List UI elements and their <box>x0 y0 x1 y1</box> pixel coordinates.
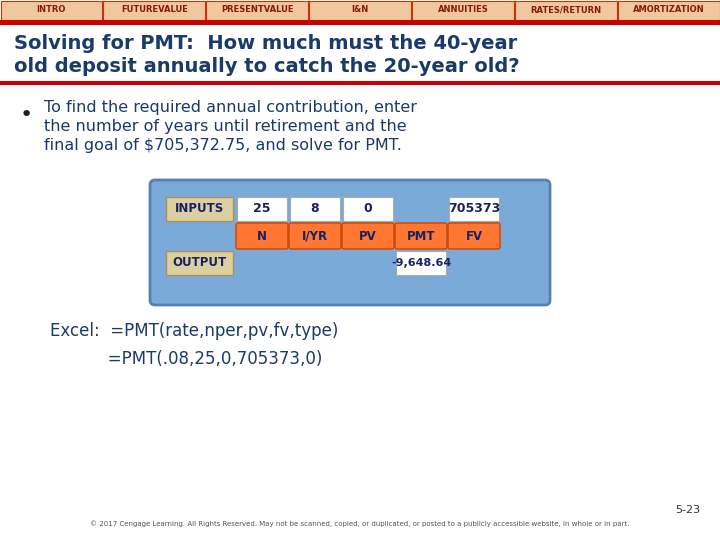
Text: FV: FV <box>465 230 482 242</box>
FancyBboxPatch shape <box>104 1 205 19</box>
FancyBboxPatch shape <box>309 1 411 19</box>
FancyBboxPatch shape <box>396 251 446 275</box>
Text: N: N <box>257 230 267 242</box>
Text: PMT: PMT <box>407 230 436 242</box>
Text: 705373: 705373 <box>448 202 500 215</box>
FancyBboxPatch shape <box>237 197 287 221</box>
Text: © 2017 Cengage Learning. All Rights Reserved. May not be scanned, copied, or dup: © 2017 Cengage Learning. All Rights Rese… <box>90 520 630 526</box>
FancyBboxPatch shape <box>0 81 720 85</box>
Text: 5-23: 5-23 <box>675 505 700 515</box>
Text: ANNUITIES: ANNUITIES <box>438 5 488 15</box>
FancyBboxPatch shape <box>515 1 616 19</box>
FancyBboxPatch shape <box>0 20 720 25</box>
Text: Excel:  =PMT(rate,nper,pv,fv,type): Excel: =PMT(rate,nper,pv,fv,type) <box>50 322 338 340</box>
FancyBboxPatch shape <box>1 1 102 19</box>
FancyBboxPatch shape <box>395 223 447 249</box>
Text: PV: PV <box>359 230 377 242</box>
FancyBboxPatch shape <box>449 197 499 221</box>
FancyBboxPatch shape <box>412 1 514 19</box>
Text: INPUTS: INPUTS <box>175 202 224 215</box>
Text: old deposit annually to catch the 20-year old?: old deposit annually to catch the 20-yea… <box>14 57 520 76</box>
FancyBboxPatch shape <box>342 223 394 249</box>
Text: OUTPUT: OUTPUT <box>172 256 227 269</box>
FancyBboxPatch shape <box>343 197 393 221</box>
Text: 0: 0 <box>364 202 372 215</box>
FancyBboxPatch shape <box>618 1 719 19</box>
Text: RATES/RETURN: RATES/RETURN <box>530 5 601 15</box>
Text: •: • <box>20 105 33 125</box>
Text: FUTUREVALUE: FUTUREVALUE <box>121 5 188 15</box>
FancyBboxPatch shape <box>206 1 308 19</box>
Text: To find the required annual contribution, enter: To find the required annual contribution… <box>44 100 417 115</box>
Text: I&N: I&N <box>351 5 369 15</box>
Text: AMORTIZATION: AMORTIZATION <box>633 5 704 15</box>
FancyBboxPatch shape <box>236 223 288 249</box>
Text: =PMT(.08,25,0,705373,0): =PMT(.08,25,0,705373,0) <box>50 350 323 368</box>
FancyBboxPatch shape <box>166 197 233 221</box>
FancyBboxPatch shape <box>166 251 233 275</box>
Text: -9,648.64: -9,648.64 <box>391 258 451 268</box>
FancyBboxPatch shape <box>448 223 500 249</box>
Text: final goal of $705,372.75, and solve for PMT.: final goal of $705,372.75, and solve for… <box>44 138 402 153</box>
FancyBboxPatch shape <box>290 197 340 221</box>
FancyBboxPatch shape <box>150 180 550 305</box>
Text: 8: 8 <box>311 202 319 215</box>
Text: INTRO: INTRO <box>37 5 66 15</box>
FancyBboxPatch shape <box>289 223 341 249</box>
Text: I/YR: I/YR <box>302 230 328 242</box>
Text: the number of years until retirement and the: the number of years until retirement and… <box>44 119 407 134</box>
Text: PRESENTVALUE: PRESENTVALUE <box>221 5 293 15</box>
Text: 25: 25 <box>253 202 271 215</box>
Text: Solving for PMT:  How much must the 40-year: Solving for PMT: How much must the 40-ye… <box>14 34 517 53</box>
